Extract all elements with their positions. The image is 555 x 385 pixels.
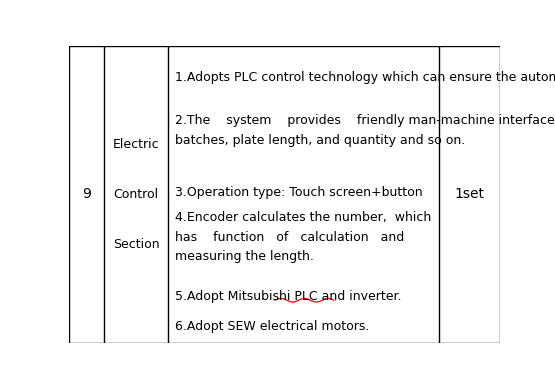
Text: 6.Adopt SEW electrical motors.: 6.Adopt SEW electrical motors. bbox=[175, 320, 369, 333]
Text: 9: 9 bbox=[82, 187, 91, 201]
Text: 5.Adopt Mitsubishi PLC and inverter.: 5.Adopt Mitsubishi PLC and inverter. bbox=[175, 290, 401, 303]
Text: 3.Operation type: Touch screen+button: 3.Operation type: Touch screen+button bbox=[175, 186, 422, 199]
Text: Electric: Electric bbox=[113, 137, 159, 151]
Text: Control: Control bbox=[113, 188, 159, 201]
Text: 2.The    system    provides    friendly man-machine interface which can set the
: 2.The system provides friendly man-machi… bbox=[175, 114, 555, 147]
Text: Section: Section bbox=[113, 238, 159, 251]
Text: 4.Encoder calculates the number,  which
has    function   of   calculation   and: 4.Encoder calculates the number, which h… bbox=[175, 211, 431, 263]
Text: 1set: 1set bbox=[455, 187, 485, 201]
Text: 1.Adopts PLC control technology which can ensure the automatic producing.: 1.Adopts PLC control technology which ca… bbox=[175, 72, 555, 84]
